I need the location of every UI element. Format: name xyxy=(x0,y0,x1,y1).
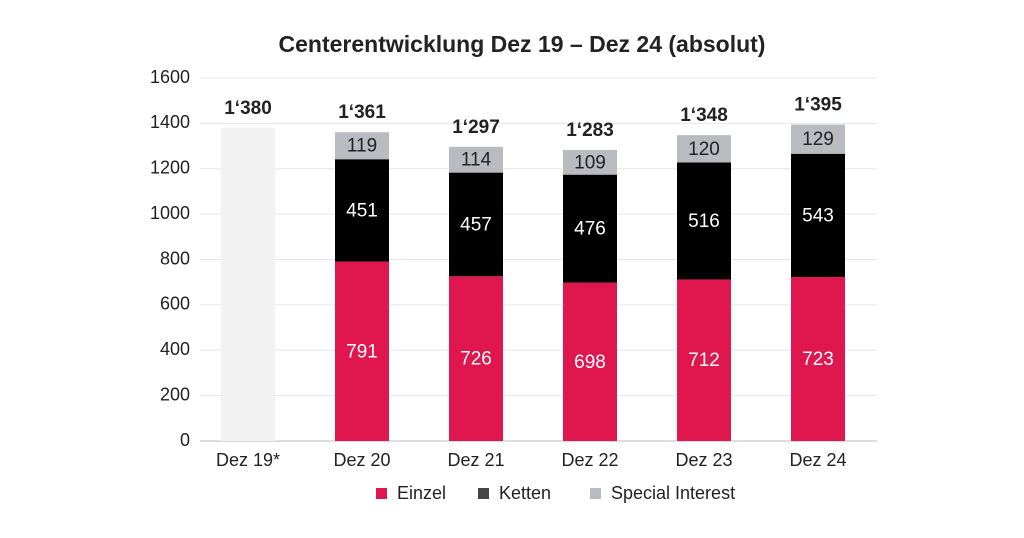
data-label: 543 xyxy=(802,205,834,226)
y-tick-label: 400 xyxy=(160,339,190,359)
legend-label: Einzel xyxy=(397,483,446,503)
y-tick-label: 1200 xyxy=(150,158,190,178)
total-label: 1‘361 xyxy=(338,102,386,123)
y-tick-label: 0 xyxy=(180,430,190,450)
bar-segment xyxy=(335,159,389,262)
y-tick-label: 1600 xyxy=(150,67,190,87)
x-tick-label: Dez 19* xyxy=(216,450,280,470)
data-label: 119 xyxy=(347,136,377,157)
bar-segment xyxy=(791,153,845,277)
legend-label: Special Interest xyxy=(611,483,735,503)
legend-marker xyxy=(376,488,387,499)
bar-segment xyxy=(335,132,389,160)
total-label: 1‘283 xyxy=(566,120,614,141)
data-label: 726 xyxy=(460,349,492,370)
y-tick-label: 1000 xyxy=(150,203,190,223)
data-label: 476 xyxy=(574,219,606,240)
bar-segment xyxy=(677,135,731,163)
x-tick-label: Dez 23 xyxy=(675,450,732,470)
data-label: 457 xyxy=(460,214,492,235)
y-tick-label: 800 xyxy=(160,248,190,268)
bar-segment xyxy=(335,261,389,441)
legend-marker xyxy=(478,488,489,499)
bar-segment xyxy=(449,146,503,173)
legend-marker xyxy=(590,488,601,499)
bar-segment xyxy=(563,282,617,441)
x-tick-label: Dez 24 xyxy=(789,450,846,470)
bar-segment xyxy=(563,149,617,175)
total-bar xyxy=(221,127,275,441)
data-label: 723 xyxy=(802,349,834,370)
data-label: 698 xyxy=(574,352,606,373)
bar-segment xyxy=(677,162,731,280)
total-label: 1‘348 xyxy=(680,105,728,126)
bar-segment xyxy=(563,174,617,283)
total-label: 1‘380 xyxy=(224,98,272,119)
legend-label: Ketten xyxy=(499,483,551,503)
bar-segment xyxy=(449,172,503,277)
x-tick-label: Dez 21 xyxy=(447,450,504,470)
data-label: 712 xyxy=(688,350,720,371)
bar-segment xyxy=(449,276,503,441)
bar-segment xyxy=(791,276,845,441)
data-label: 129 xyxy=(802,129,834,150)
x-tick-label: Dez 22 xyxy=(561,450,618,470)
total-label: 1‘395 xyxy=(794,95,842,116)
bar-segment xyxy=(791,124,845,154)
data-label: 451 xyxy=(346,200,378,221)
data-label: 109 xyxy=(574,152,606,173)
data-label: 114 xyxy=(461,150,492,171)
bar-segment xyxy=(677,279,731,441)
data-label: 120 xyxy=(688,139,720,160)
y-tick-label: 600 xyxy=(160,294,190,314)
data-label: 791 xyxy=(346,341,378,362)
total-label: 1‘297 xyxy=(452,117,500,138)
x-tick-label: Dez 20 xyxy=(333,450,390,470)
y-tick-label: 1400 xyxy=(150,112,190,132)
chart-title: Centerentwicklung Dez 19 – Dez 24 (absol… xyxy=(279,31,766,57)
y-tick-label: 200 xyxy=(160,384,190,404)
data-label: 516 xyxy=(688,211,720,232)
